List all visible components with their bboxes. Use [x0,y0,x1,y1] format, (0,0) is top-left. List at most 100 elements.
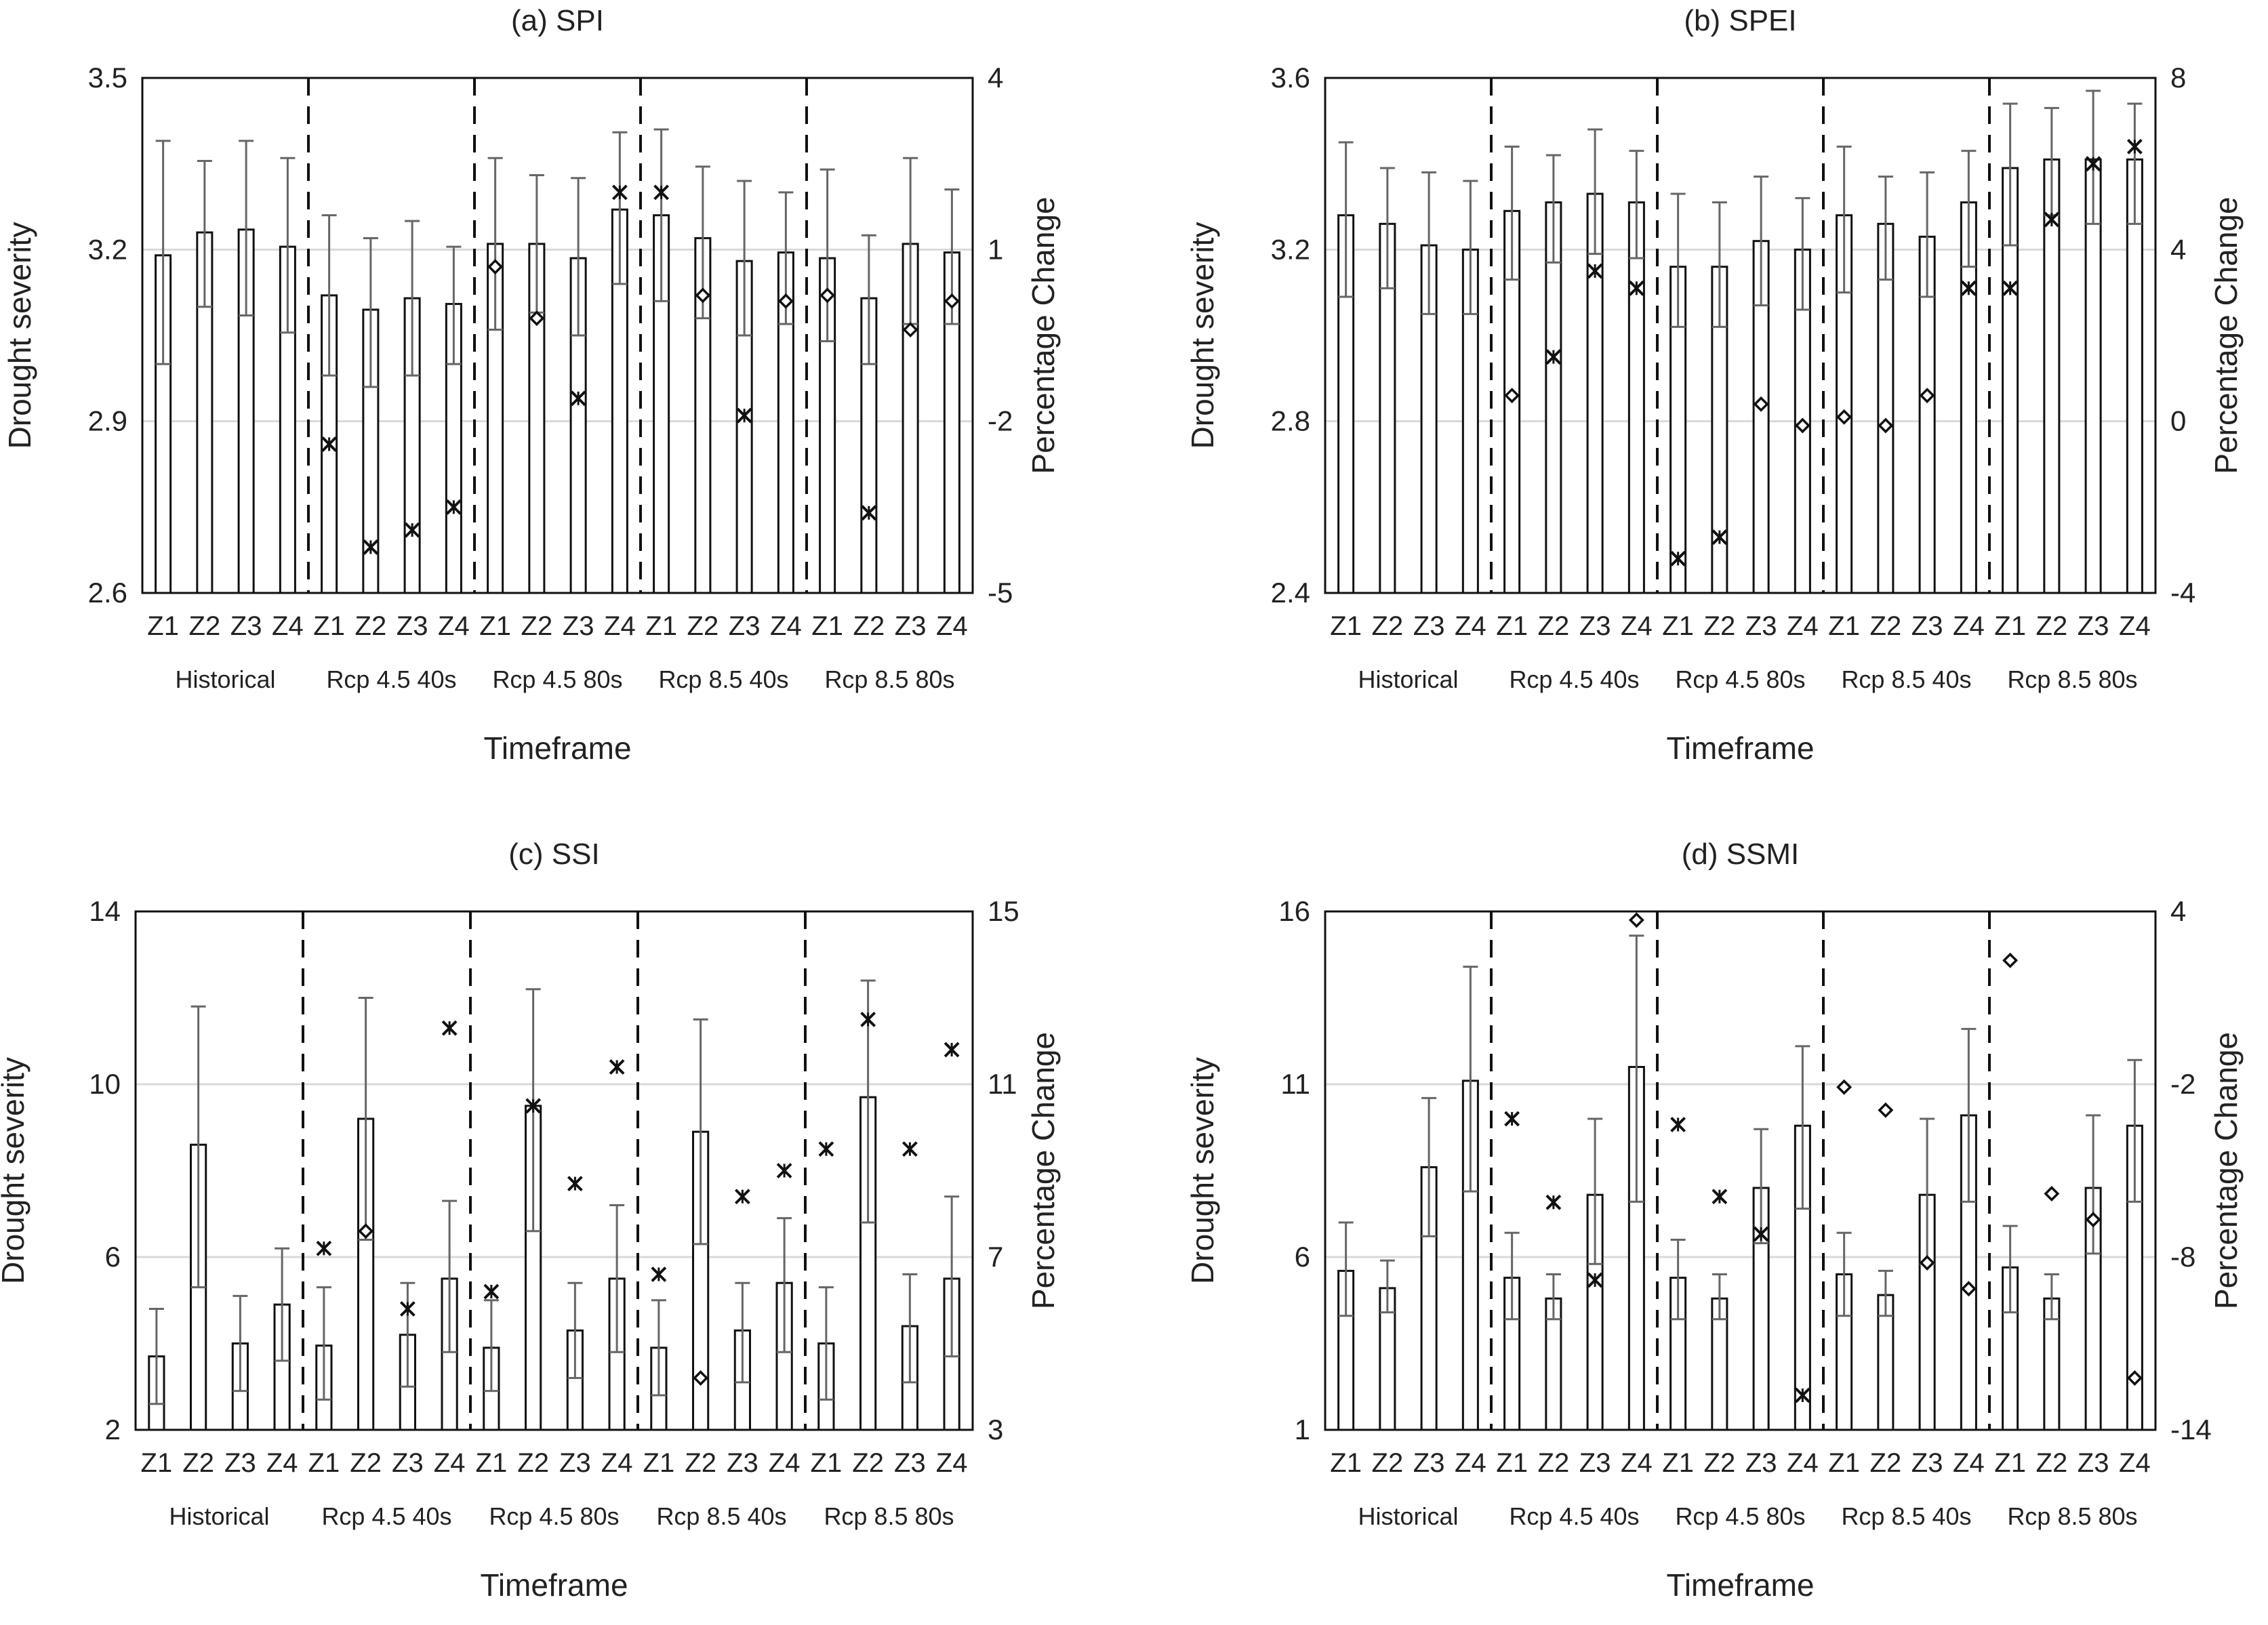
x-tick-label: Z1 [1330,611,1362,641]
x-tick-label: Z2 [1704,1448,1736,1478]
x-tick-label: Z3 [729,611,761,641]
x-tick-label: Z2 [1538,1448,1570,1478]
percent-change-marker-x [1672,1118,1685,1132]
y2-tick-label: 7 [988,1241,1003,1273]
x-tick-label: Z2 [1870,611,1902,641]
x-tick-label: Z4 [1953,611,1985,641]
x-tick-label: Z1 [1496,1448,1528,1478]
y2-axis-label: Percentage Change [2208,197,2244,474]
y2-tick-label: 0 [2170,405,2186,437]
percent-change-marker-x [652,1268,666,1281]
percent-change-marker-x [655,186,668,199]
x-tick-label: Z3 [1579,611,1611,641]
x-tick-label: Z2 [687,611,719,641]
percent-change-marker-x [1713,1190,1726,1204]
x-tick-label: Z3 [224,1448,256,1478]
x-tick-label: Z3 [894,1448,926,1478]
chart-panel-4: 161116-14-8-24Z1 Z2 Z3 Z4 Z1 Z2 Z3 Z4 Z1 Z2 Z3 Z4 Z1… [1185,838,2244,1603]
x-tick-label: Z4 [770,611,802,641]
y-tick-label: 16 [1278,895,1310,927]
x-tick-label: Z2 [852,1448,884,1478]
chart-title: (c) SSI [508,838,599,871]
x-tick-label: Z1 [313,611,345,641]
y-tick-label: 2.4 [1271,577,1310,609]
x-tick-label: Z4 [1621,1448,1653,1478]
x-tick-label: Z3 [1413,611,1445,641]
x-tick-label: Z3 [1745,611,1777,641]
plot-frame [142,78,973,593]
y2-axis-label: Percentage Change [1026,197,1061,474]
group-label: Rcp 4.5 80s [1675,665,1805,693]
y-tick-label: 6 [1295,1241,1310,1273]
percent-change-marker-x [2128,140,2141,153]
x-tick-label: Z3 [397,611,428,641]
x-tick-label: Z3 [2078,611,2109,641]
x-tick-label: Z3 [1911,1448,1943,1478]
x-axis-label: Timeframe [480,1567,628,1603]
group-label: Historical [1358,1502,1458,1530]
group-label: Rcp 8.5 80s [2007,665,2137,693]
x-tick-label: Z1 [308,1448,340,1478]
group-label: Rcp 8.5 40s [1841,665,1971,693]
y-tick-label: 2.9 [88,405,127,437]
group-label: Rcp 8.5 40s [1841,1502,1971,1530]
percent-change-marker-x [1547,1195,1560,1209]
group-label: Rcp 4.5 40s [321,1502,451,1530]
x-tick-label: Z2 [2036,1448,2068,1478]
group-label: Rcp 4.5 80s [1675,1502,1805,1530]
chart-title: (a) SPI [511,4,604,37]
x-tick-label: Z2 [182,1448,214,1478]
x-tick-label: Z2 [350,1448,382,1478]
plot-frame [136,911,973,1430]
y2-tick-label: 8 [2170,62,2186,94]
group-label: Rcp 8.5 80s [2007,1502,2137,1530]
group-label: Rcp 8.5 80s [824,1502,954,1530]
y-tick-label: 2.8 [1271,405,1310,437]
x-tick-label: Z4 [434,1448,466,1478]
x-tick-label: Z3 [563,611,594,641]
x-tick-label: Z2 [1372,1448,1404,1478]
y2-tick-label: 4 [2170,233,2186,265]
plot-frame [1325,78,2155,593]
x-tick-label: Z3 [559,1448,591,1478]
y-tick-label: 6 [105,1241,121,1273]
x-tick-label: Z1 [147,611,179,641]
x-tick-label: Z1 [476,1448,508,1478]
y2-tick-label: 1 [988,233,1003,265]
x-tick-label: Z1 [811,611,843,641]
y-axis-label: Drought severity [1185,222,1220,449]
percent-change-marker-x [568,1177,582,1191]
x-axis-label: Timeframe [483,731,631,766]
x-tick-label: Z2 [1538,611,1570,641]
group-label: Rcp 4.5 80s [489,1502,619,1530]
y2-tick-label: -2 [2170,1068,2195,1100]
x-tick-label: Z4 [266,1448,298,1478]
group-label: Rcp 8.5 80s [824,665,954,693]
y-tick-label: 2 [105,1414,121,1445]
percent-change-marker-diamond [2004,954,2017,966]
x-tick-label: Z3 [392,1448,424,1478]
x-tick-label: Z1 [1330,1448,1362,1478]
percent-change-marker-diamond [1880,1104,1892,1116]
chart-panel-3: 2 6 10 14 3 7 11 15 Z1 Z2 Z3 Z4 Z1 Z2 Z3 Z4 Z1 Z2 Z3 Z4 Z1 Z2… [0,838,1061,1603]
x-tick-label: Z4 [272,611,304,641]
group-label: Rcp 4.5 40s [326,665,456,693]
figure-canvas: 2.62.93.23.5-5-214Z1 Z2 Z3 Z4 Z1 Z2 Z3 Z4 Z1 Z2 Z3… [0,0,2268,1625]
y2-tick-label: -5 [988,577,1013,609]
x-tick-label: Z2 [1870,1448,1902,1478]
x-tick-label: Z4 [936,1448,968,1478]
chart-title: (b) SPEI [1684,4,1796,37]
group-label: Rcp 4.5 40s [1509,1502,1639,1530]
y2-tick-label: -8 [2170,1241,2195,1273]
y-tick-label: 11 [1280,1068,1310,1100]
x-tick-label: Z4 [1787,611,1819,641]
y-tick-label: 10 [89,1068,121,1100]
group-label: Historical [175,665,275,693]
x-tick-label: Z1 [479,611,511,641]
y-tick-label: 14 [89,895,121,927]
x-tick-label: Z3 [1413,1448,1445,1478]
y2-tick-label: 15 [988,895,1019,927]
x-tick-label: Z4 [1455,611,1486,641]
x-tick-label: Z3 [1911,611,1943,641]
percent-change-marker-x [443,1021,456,1035]
